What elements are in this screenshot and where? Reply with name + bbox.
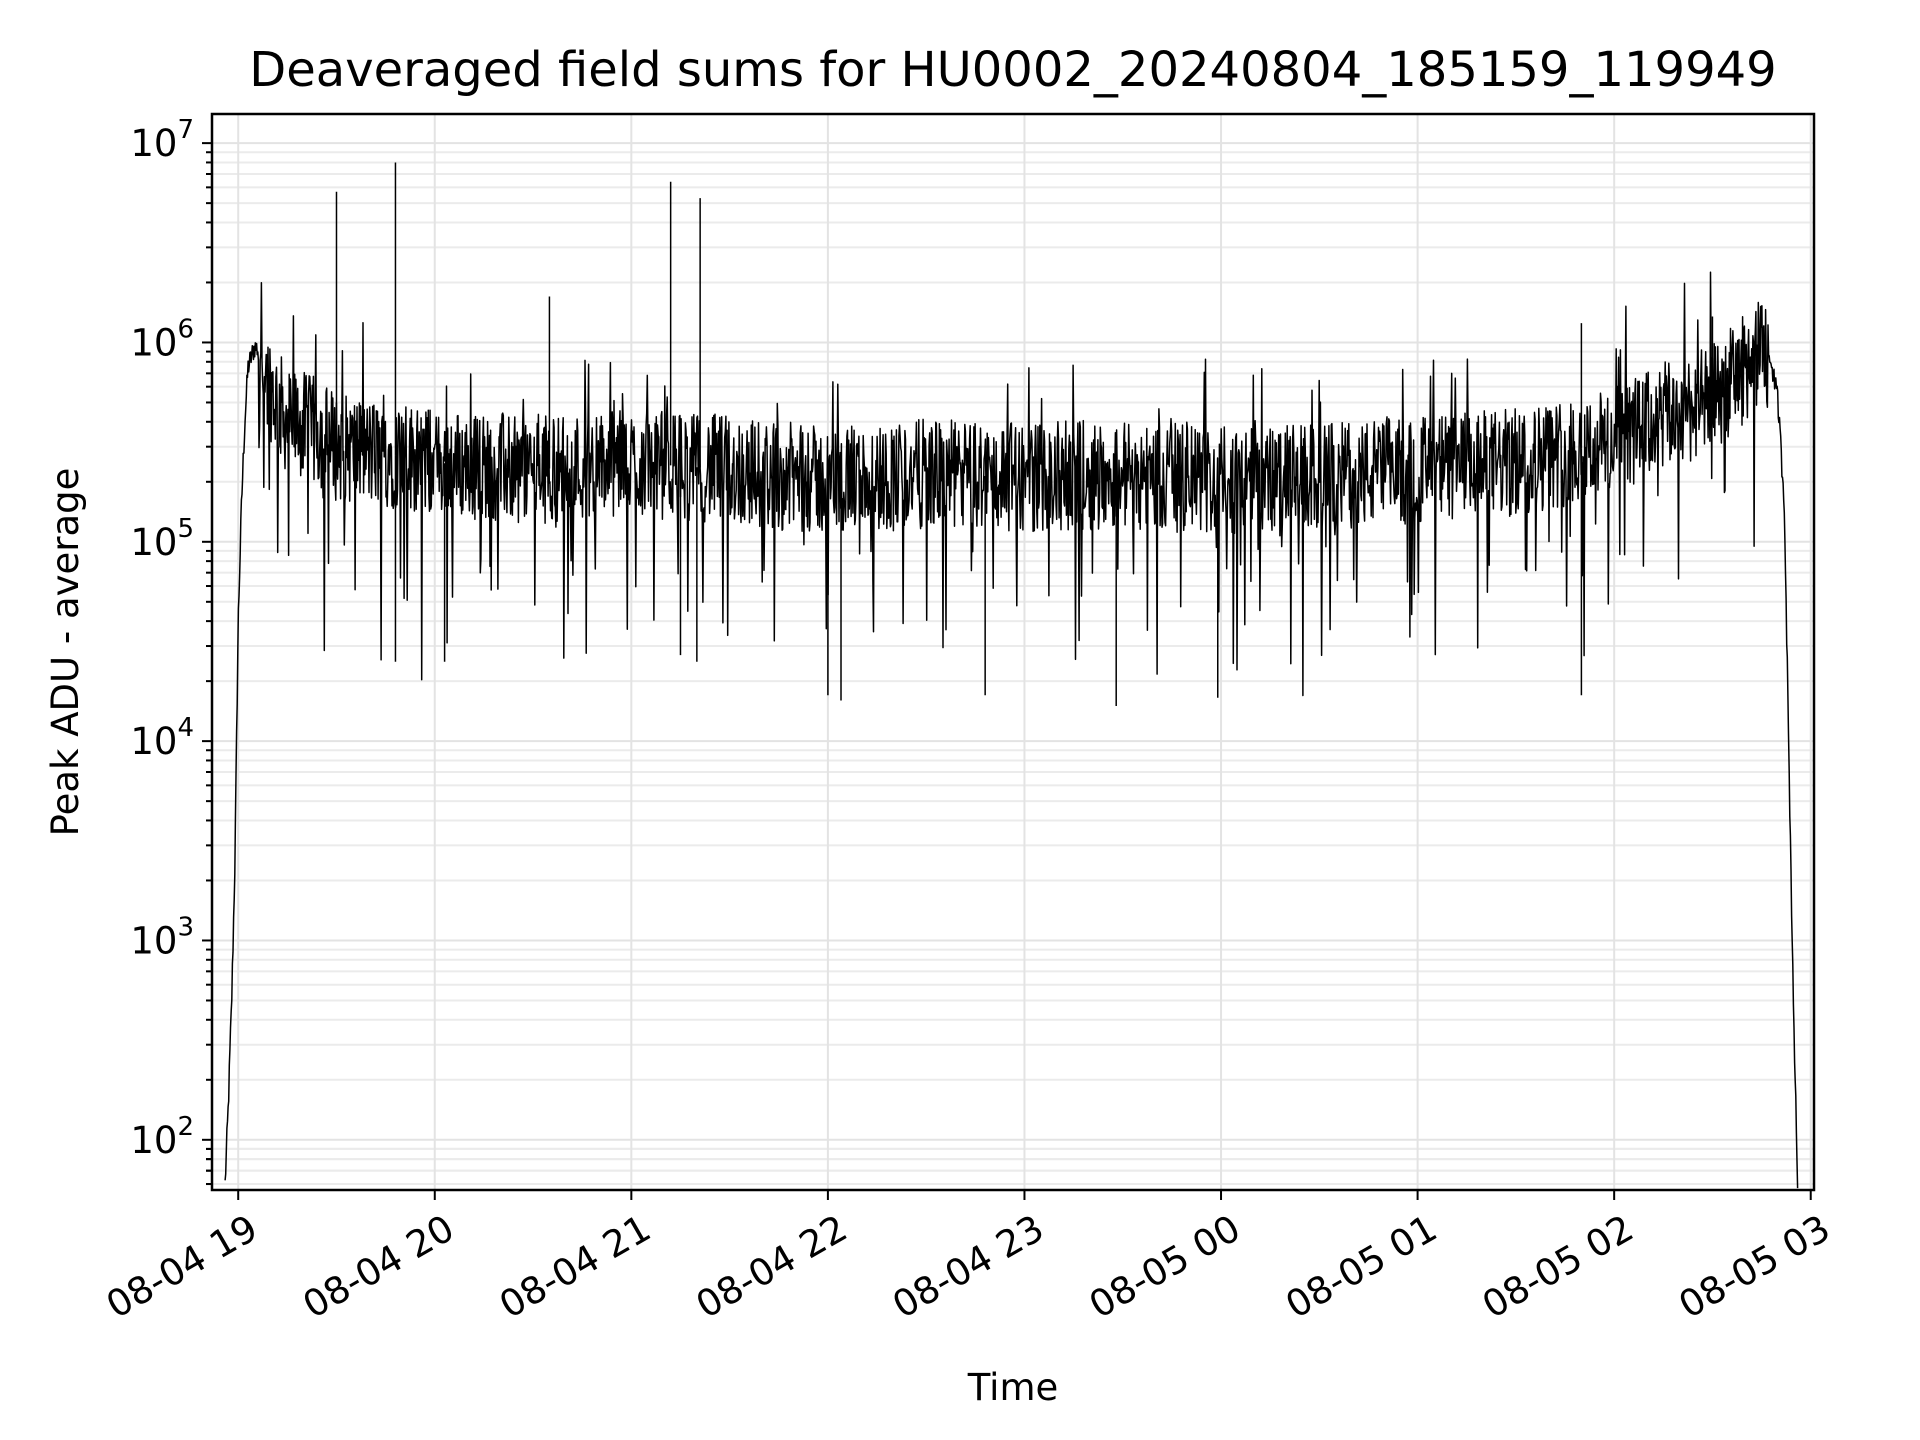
y-tick-label: 103 bbox=[130, 912, 194, 962]
y-tick-label: 105 bbox=[130, 514, 194, 564]
spike-marks bbox=[335, 162, 1714, 707]
y-tick-label: 106 bbox=[130, 314, 194, 364]
y-tick-label: 102 bbox=[130, 1112, 194, 1162]
y-tick-label: 104 bbox=[130, 713, 194, 763]
plot-frame bbox=[210, 112, 1816, 1192]
major-gridlines bbox=[212, 114, 1814, 1190]
y-tick-label: 107 bbox=[130, 115, 194, 165]
y-axis-label: Peak ADU - average bbox=[44, 468, 87, 837]
series-line bbox=[224, 271, 1799, 1189]
x-axis-label: Time bbox=[967, 1366, 1059, 1409]
plot-area bbox=[224, 162, 1799, 1189]
y-axis-ticks: 102 103 104 105 106 107 bbox=[130, 115, 212, 1162]
chart-title: Deaveraged field sums for HU0002_2024080… bbox=[249, 42, 1776, 98]
